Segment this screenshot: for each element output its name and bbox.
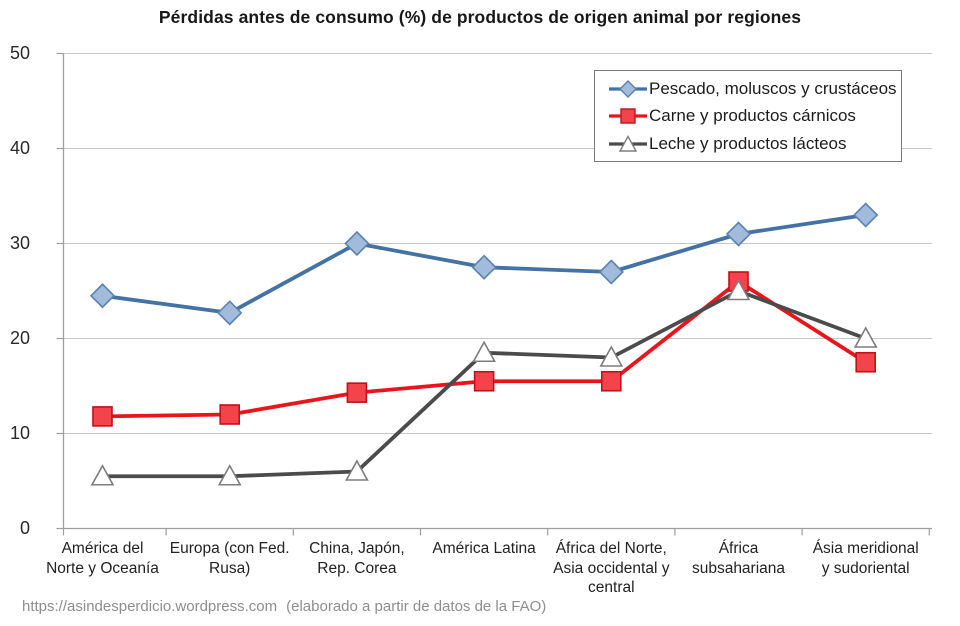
legend-diamond-marker-icon: [609, 79, 647, 98]
series-carne-marker-1: [219, 404, 240, 425]
series-carne-marker-6: [855, 351, 877, 373]
x-category-label: China, Japón, Rep. Corea: [309, 540, 405, 577]
series-pescado-marker-0: [89, 283, 116, 309]
series-pescado-marker-5: [725, 221, 752, 247]
series-leche-marker-4: [599, 345, 624, 367]
y-tick-label: 30: [9, 232, 30, 253]
series-carne-marker-0: [92, 406, 113, 427]
series-pescado-marker-1: [217, 300, 243, 326]
chart-title: Pérdidas antes de consumo (%) de product…: [158, 7, 802, 27]
series-pescado-marker-4: [598, 259, 624, 285]
legend: Pescado, moluscos y crustáceos Carne y pr…: [594, 70, 902, 162]
series-pescado-marker-3: [471, 254, 497, 280]
series-pescado-marker-2: [344, 230, 370, 257]
legend-triangle-marker-icon: [609, 134, 647, 152]
series-leche-marker-6: [853, 326, 878, 348]
legend-item-leche: Leche y productos lácteos: [608, 134, 901, 154]
source-note: https://asindesperdicio.wordpress.com (el…: [22, 598, 546, 615]
legend-item-pescado: Pescado, moluscos y crustáceos: [608, 79, 901, 99]
source-attribution: (elaborado a partir de datos de la FAO): [286, 598, 547, 615]
legend-item-carne: Carne y productos cárnicos: [608, 106, 901, 126]
x-category-label: América del Norte y Oceanía: [46, 540, 159, 577]
y-tick-label: 0: [19, 517, 30, 538]
y-tick-label: 10: [9, 422, 30, 443]
x-category-label: África del Norte, Asia occidental y centra…: [553, 540, 670, 596]
x-category-label: Ásia meridional y sudoriental: [812, 540, 919, 577]
y-tick-label: 40: [9, 137, 30, 158]
series-carne-marker-3: [473, 370, 495, 392]
source-url: https://asindesperdicio.wordpress.com: [22, 598, 278, 615]
y-tick-label: 20: [9, 327, 30, 348]
y-tick-label: 50: [9, 42, 30, 63]
series-carne-marker-4: [600, 370, 622, 392]
series-leche-marker-5: [726, 278, 751, 301]
series-leche-marker-3: [472, 340, 496, 363]
x-category-label: Europa (con Fed. Rusa): [169, 540, 290, 577]
series-carne-marker-2: [346, 382, 368, 403]
legend-label: Pescado, moluscos y crustáceos: [649, 78, 897, 98]
series-pescado-marker-6: [853, 202, 879, 228]
x-category-label: América Latina: [432, 540, 536, 557]
legend-label: Leche y productos lácteos: [649, 133, 847, 153]
series-leche-marker-1: [217, 464, 242, 486]
series-leche-marker-2: [345, 459, 369, 481]
series-leche-marker-0: [90, 464, 115, 486]
legend-label: Carne y productos cárnicos: [649, 106, 856, 125]
legend-square-marker-icon: [609, 108, 647, 124]
x-category-label: África subsahariana: [691, 540, 786, 577]
